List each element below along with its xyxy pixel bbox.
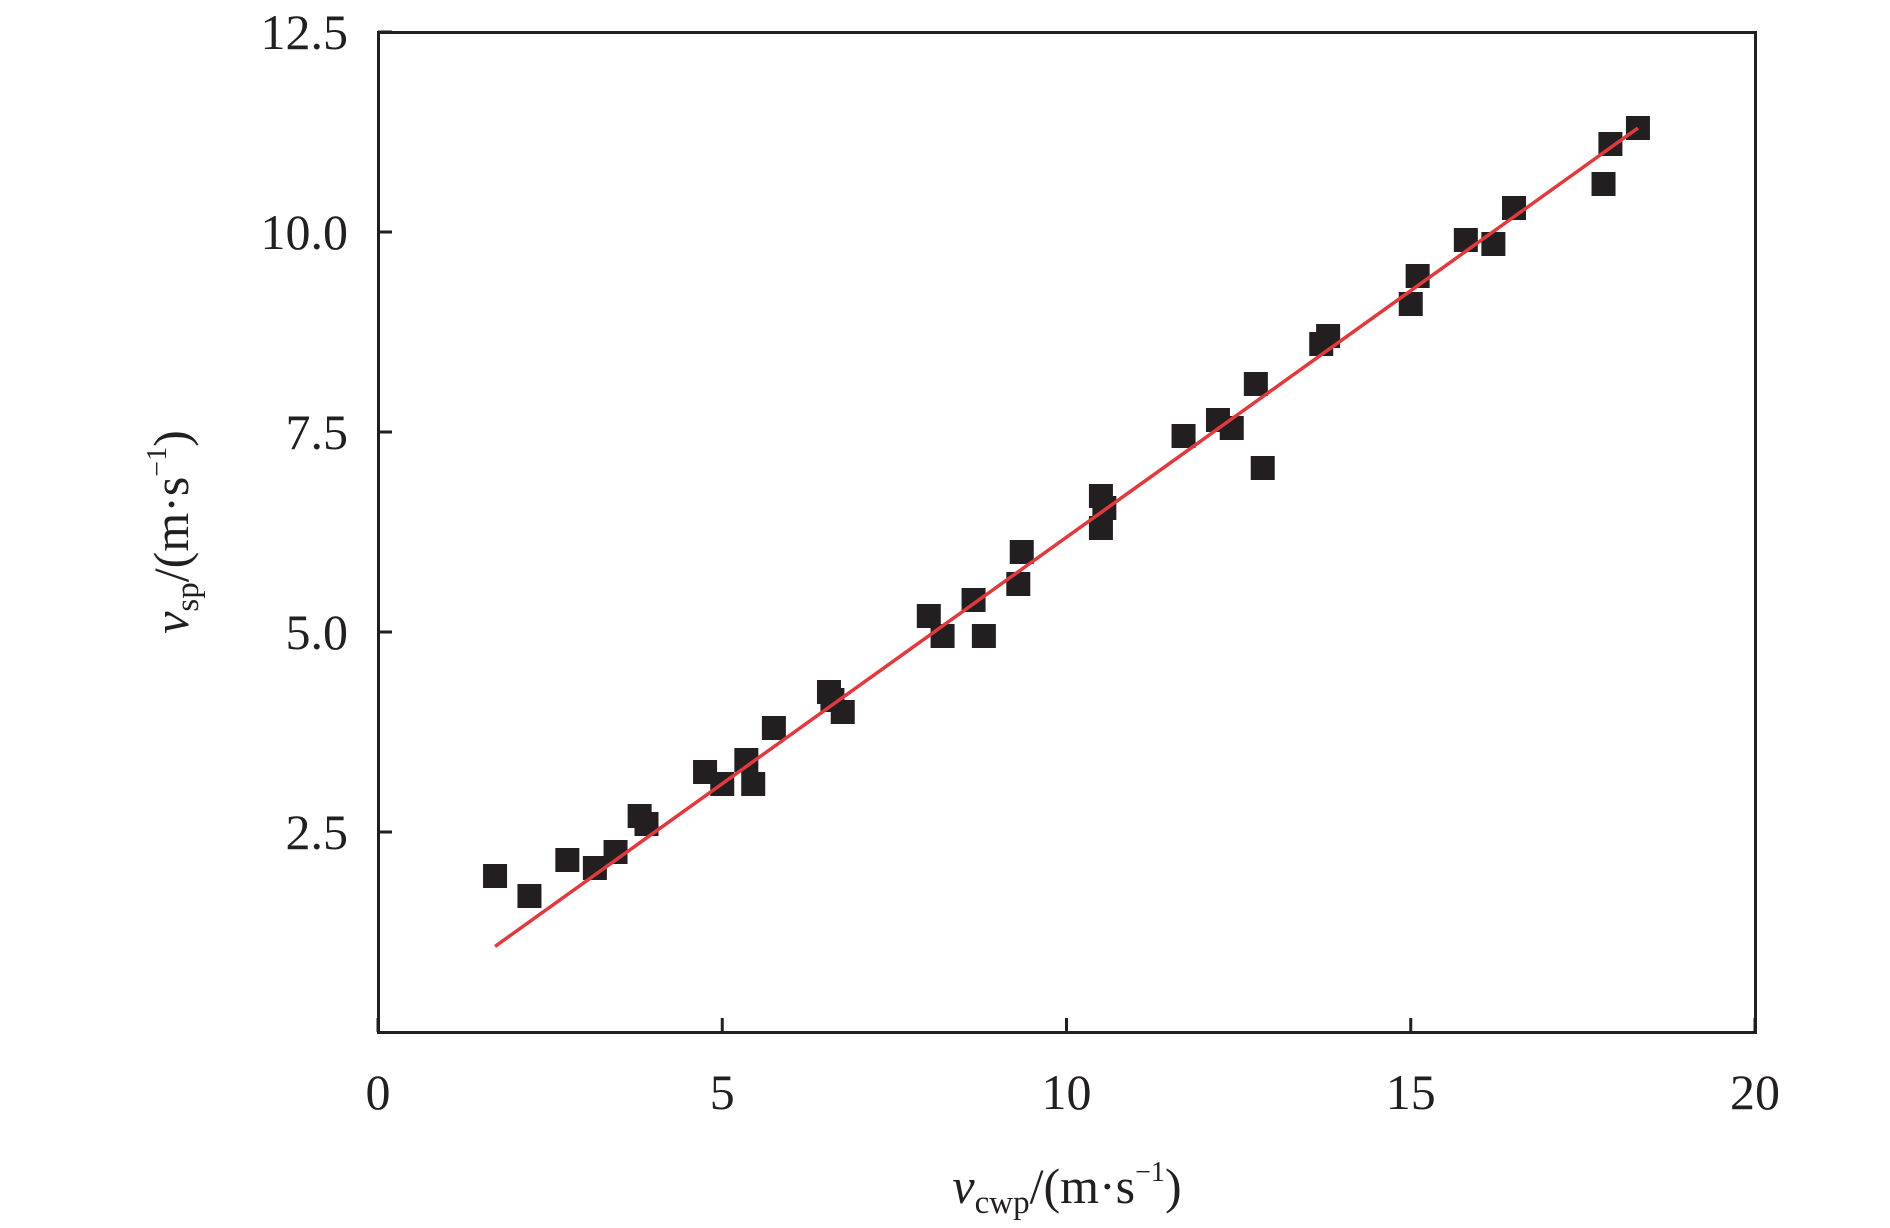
data-point [1453,228,1478,252]
y-tick-label: 12.5 [261,4,349,60]
data-points [483,116,1650,908]
data-point [483,864,508,888]
x-axis-label: vcwp/(m·s−1) [952,1157,1181,1221]
data-point [971,624,996,648]
y-tick-label: 7.5 [286,404,349,460]
x-axis-label-unit: /(m·s [1030,1158,1136,1214]
x-axis-label-var: v [952,1158,975,1214]
y-tick-label: 5.0 [286,604,349,660]
data-point [1250,456,1275,480]
x-axis-label-sup: −1 [1135,1157,1165,1188]
y-axis-label-sub: sp [170,582,206,611]
y-axis-ticks: 2.5 5.0 7.5 10.0 12.5 [261,4,392,860]
x-tick-label: 5 [710,1064,735,1120]
fit-line [494,126,1639,948]
data-point [517,884,542,908]
y-axis-label: vsp/(m·s−1) [142,430,206,634]
x-tick-label: 0 [366,1064,391,1120]
data-point [761,716,786,740]
y-axis-label-sup: −1 [142,447,173,477]
data-point [741,772,766,796]
plot-frame [377,31,1757,1034]
y-tick-label: 2.5 [286,804,349,860]
x-axis-label-sub: cwp [975,1185,1030,1221]
y-axis-label-unit: /(m·s [143,477,199,583]
data-point [1591,172,1616,196]
x-tick-label: 15 [1386,1064,1436,1120]
data-point [1243,372,1268,396]
x-axis-ticks: 0 5 10 15 20 [366,1018,1780,1120]
y-axis-label-close: ) [143,430,199,447]
data-point [1009,540,1034,564]
y-axis-label-var: v [143,611,199,634]
data-point [1171,424,1196,448]
x-axis-label-close: ) [1165,1158,1182,1214]
x-tick-label: 10 [1042,1064,1092,1120]
y-tick-label: 10.0 [261,204,349,260]
data-point [555,848,580,872]
x-tick-label: 20 [1730,1064,1780,1120]
